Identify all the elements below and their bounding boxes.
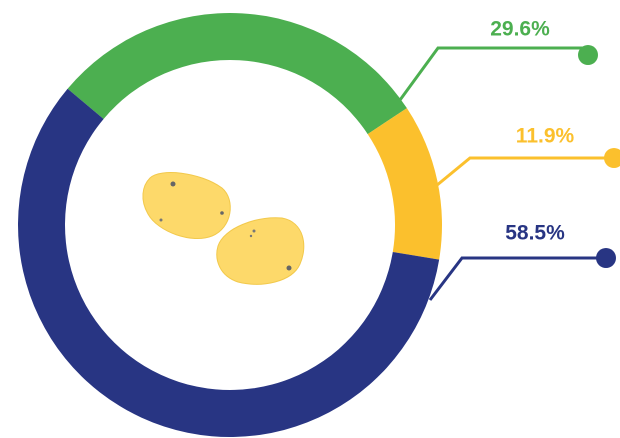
donut-segment	[367, 108, 442, 260]
donut-segment	[17, 88, 440, 437]
leader-line	[398, 46, 588, 101]
value-label: 58.5%	[505, 222, 565, 245]
leader-line	[428, 256, 606, 301]
donut	[17, 13, 442, 437]
donut-segment	[67, 13, 407, 135]
value-label: 29.6%	[490, 18, 550, 41]
potato-illustration	[142, 172, 305, 285]
leader-lines: 29.6% 11.9% 58.5%	[398, 18, 620, 301]
leader-dot	[596, 248, 616, 268]
leader-line	[424, 156, 614, 197]
leader-dot	[604, 148, 620, 168]
leader-dot	[578, 45, 598, 65]
value-label: 11.9%	[516, 125, 575, 148]
